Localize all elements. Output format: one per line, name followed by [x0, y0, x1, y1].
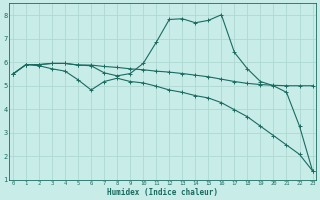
X-axis label: Humidex (Indice chaleur): Humidex (Indice chaleur) [107, 188, 218, 197]
